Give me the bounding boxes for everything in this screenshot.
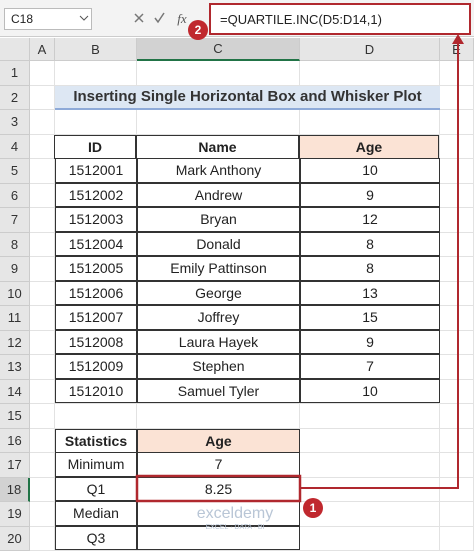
formula-input[interactable]: =QUARTILE.INC(D5:D14,1) bbox=[210, 4, 470, 34]
stats-header[interactable]: Age bbox=[137, 428, 300, 453]
row-header[interactable]: 9 bbox=[0, 257, 30, 282]
table-cell[interactable]: 10 bbox=[300, 158, 440, 183]
stats-cell[interactable]: Q3 bbox=[55, 525, 137, 550]
stats-cell[interactable]: 7 bbox=[137, 452, 300, 477]
table-header[interactable]: Name bbox=[136, 134, 299, 159]
table-cell[interactable]: Stephen bbox=[137, 354, 300, 379]
table-cell[interactable]: 1512002 bbox=[55, 182, 137, 207]
row-header[interactable]: 20 bbox=[0, 526, 30, 551]
callout-number: 2 bbox=[194, 23, 202, 37]
table-cell[interactable]: Samuel Tyler bbox=[137, 378, 300, 403]
table-cell[interactable]: Donald bbox=[137, 231, 300, 256]
column-header[interactable]: A bbox=[30, 38, 55, 61]
table-cell[interactable]: 1512009 bbox=[55, 354, 137, 379]
table-cell[interactable]: 1512001 bbox=[55, 158, 137, 183]
row-header[interactable]: 15 bbox=[0, 404, 30, 429]
watermark-tagline: EXCEL · DATA · BI bbox=[205, 523, 265, 531]
row-header[interactable]: 1 bbox=[0, 61, 30, 86]
stats-cell[interactable]: Q1 bbox=[55, 476, 137, 501]
table-cell[interactable]: 10 bbox=[300, 378, 440, 403]
column-header[interactable]: C bbox=[137, 38, 300, 61]
table-cell[interactable]: 15 bbox=[300, 305, 440, 330]
table-cell[interactable]: George bbox=[137, 280, 300, 305]
table-cell[interactable]: 1512006 bbox=[55, 280, 137, 305]
row-header[interactable]: 2 bbox=[0, 85, 30, 110]
gridline bbox=[30, 380, 474, 404]
gridline bbox=[54, 61, 55, 551]
row-header[interactable]: 6 bbox=[0, 183, 30, 208]
row-header[interactable]: 3 bbox=[0, 110, 30, 135]
table-cell[interactable]: 9 bbox=[300, 182, 440, 207]
corner bbox=[0, 38, 30, 61]
row-header[interactable]: 14 bbox=[0, 379, 30, 404]
table-cell[interactable]: 8 bbox=[300, 256, 440, 281]
gridline bbox=[30, 61, 474, 86]
stats-cell[interactable]: 8.25 bbox=[137, 476, 300, 501]
table-cell[interactable]: 9 bbox=[300, 329, 440, 354]
row-header[interactable]: 4 bbox=[0, 134, 30, 159]
sheet-title: Inserting Single Horizontal Box and Whis… bbox=[55, 85, 440, 110]
table-cell[interactable]: 13 bbox=[300, 280, 440, 305]
table-cell[interactable]: Emily Pattinson bbox=[137, 256, 300, 281]
table-cell[interactable]: Andrew bbox=[137, 182, 300, 207]
table-cell[interactable]: Laura Hayek bbox=[137, 329, 300, 354]
table-cell[interactable]: 8 bbox=[300, 231, 440, 256]
row-header[interactable]: 19 bbox=[0, 502, 30, 527]
table-cell[interactable]: 1512003 bbox=[55, 207, 137, 232]
stats-cell[interactable] bbox=[137, 525, 300, 550]
table-cell[interactable]: Joffrey bbox=[137, 305, 300, 330]
table-cell[interactable]: 1512010 bbox=[55, 378, 137, 403]
callout-number: 1 bbox=[309, 501, 317, 515]
stats-header[interactable]: Statistics bbox=[55, 428, 137, 453]
table-cell[interactable]: 1512007 bbox=[55, 305, 137, 330]
row-header[interactable]: 12 bbox=[0, 330, 30, 355]
watermark-name: exceldemy bbox=[196, 505, 274, 522]
table-cell[interactable]: Mark Anthony bbox=[137, 158, 300, 183]
row-header[interactable]: 7 bbox=[0, 208, 30, 233]
row-header[interactable]: 10 bbox=[0, 281, 30, 306]
table-header[interactable]: ID bbox=[54, 134, 136, 159]
table-header[interactable]: Age bbox=[299, 134, 439, 159]
column-header[interactable]: B bbox=[55, 38, 137, 61]
stats-cell[interactable]: Median bbox=[55, 501, 137, 526]
fx-icon[interactable]: fx bbox=[177, 11, 187, 26]
row-header[interactable]: 8 bbox=[0, 232, 30, 257]
table-cell[interactable]: 1512005 bbox=[55, 256, 137, 281]
row-header[interactable]: 11 bbox=[0, 306, 30, 331]
table-cell[interactable]: 7 bbox=[300, 354, 440, 379]
column-header[interactable]: E bbox=[440, 38, 474, 61]
gridline bbox=[30, 404, 474, 429]
row-header[interactable]: 17 bbox=[0, 453, 30, 478]
row-header[interactable]: 16 bbox=[0, 428, 30, 453]
row-header[interactable]: 18 bbox=[0, 477, 30, 502]
row-header[interactable]: 13 bbox=[0, 355, 30, 380]
name-box[interactable]: C18 bbox=[4, 8, 92, 30]
table-cell[interactable]: 1512008 bbox=[55, 329, 137, 354]
table-cell[interactable]: 1512004 bbox=[55, 231, 137, 256]
table-cell[interactable]: 12 bbox=[300, 207, 440, 232]
stats-cell[interactable]: Minimum bbox=[55, 452, 137, 477]
gridline bbox=[30, 110, 474, 135]
row-header[interactable]: 5 bbox=[0, 159, 30, 184]
table-cell[interactable]: Bryan bbox=[137, 207, 300, 232]
column-header[interactable]: D bbox=[300, 38, 440, 61]
